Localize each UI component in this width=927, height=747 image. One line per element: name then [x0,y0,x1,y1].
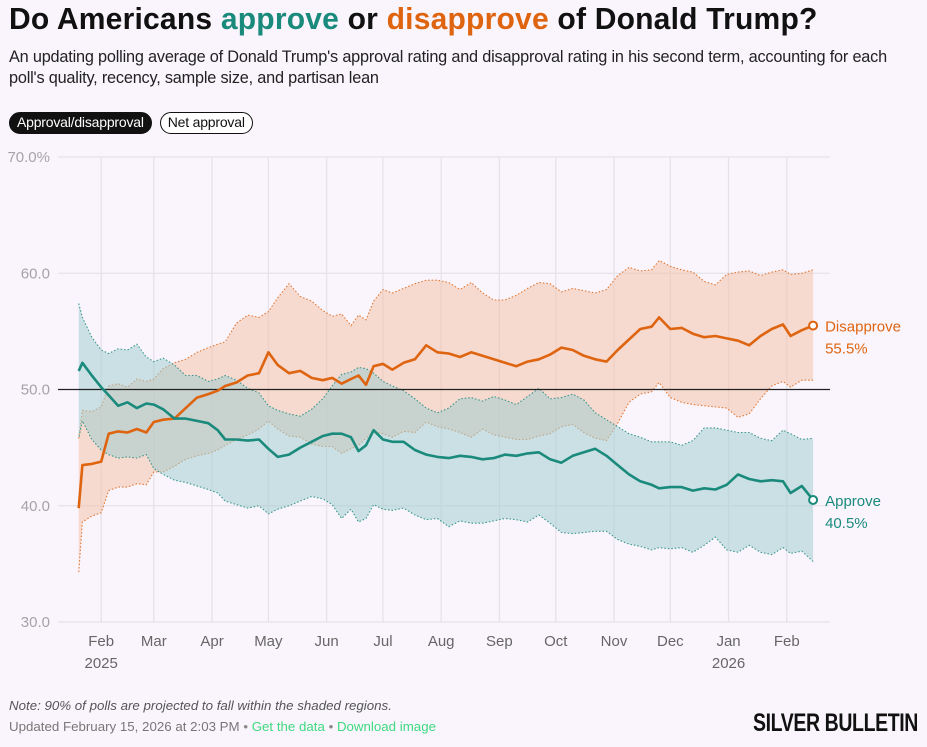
download-image-link[interactable]: Download image [336,719,436,734]
separator: • [328,719,334,734]
approve-upper-bound [78,303,814,446]
disapprove-label: Disapprove [825,319,901,336]
disapprove-line [77,316,814,509]
confidence-bands [78,259,814,574]
title-approve-word: approve [220,2,340,36]
x-tick-label: May [254,633,283,650]
page-title: Do Americans approve or disapprove of Do… [9,2,818,37]
subtitle: An updating polling average of Donald Tr… [9,48,887,87]
approve-label: Approve [825,493,881,510]
approve-end-marker [808,494,819,505]
x-axis-labels: Feb 2025 Mar Apr May Jun Jul Aug Sep Oct Nov Dec Jan… [85,633,800,672]
silver-bulletin-logo: SILVER BULLETIN [753,709,918,737]
x-tick-year-label: 2025 [85,655,118,672]
title-part-1: Do Americans [9,2,221,36]
x-tick-year-label: 2026 [712,655,745,672]
x-tick-label: Feb [774,633,800,650]
title-disapprove-word: disapprove [386,2,549,36]
x-tick-label: Jul [373,633,392,650]
end-labels: Disapprove 55.5% Approve 40.5% [825,319,901,532]
title-part-5: of Donald Trump? [548,2,818,36]
updated-line: Updated February 15, 2026 at 2:03 PM • G… [9,719,436,734]
updated-timestamp: Updated February 15, 2026 at 2:03 PM [9,719,240,734]
get-data-link[interactable]: Get the data [251,719,325,734]
y-tick-label: 40.0 [21,498,50,515]
y-tick-label: 50.0 [21,382,50,399]
toggle-net-approval[interactable]: Net approval [159,112,253,134]
y-axis-labels: 70.0% 60.0 50.0 40.0 30.0 [7,149,50,631]
x-tick-label: Oct [544,633,568,650]
x-tick-label: Aug [428,633,455,650]
separator: • [243,719,248,734]
title-part-3: or [339,2,387,36]
x-tick-label: Apr [200,633,223,650]
x-tick-label: Dec [657,633,684,650]
approval-chart: 70.0% 60.0 50.0 40.0 30.0 Feb 2025 Mar Apr May Ju… [7,149,901,672]
approve-value-label: 40.5% [825,515,868,532]
approve-line [77,361,815,501]
approve-lower-bound [78,419,814,562]
x-tick-label: Mar [141,633,167,650]
toggle-approval-disapproval[interactable]: Approval/disapproval [9,112,152,134]
x-tick-label: Jan [716,633,740,650]
y-tick-label: 70.0% [7,149,50,166]
x-tick-label: Sep [486,633,513,650]
footnote: Note: 90% of polls are projected to fall… [9,698,392,713]
disapprove-end-marker [808,320,819,331]
disapprove-upper-bound [78,259,814,439]
x-tick-label: Nov [601,633,628,650]
approve-band [78,303,814,562]
x-tick-label: Feb [88,633,114,650]
y-tick-label: 30.0 [21,614,50,631]
y-tick-label: 60.0 [21,265,50,282]
view-toggle-group: Approval/disapproval Net approval [9,112,253,134]
disapprove-value-label: 55.5% [825,341,868,358]
x-tick-label: Jun [315,633,339,650]
series-lines [77,316,819,509]
